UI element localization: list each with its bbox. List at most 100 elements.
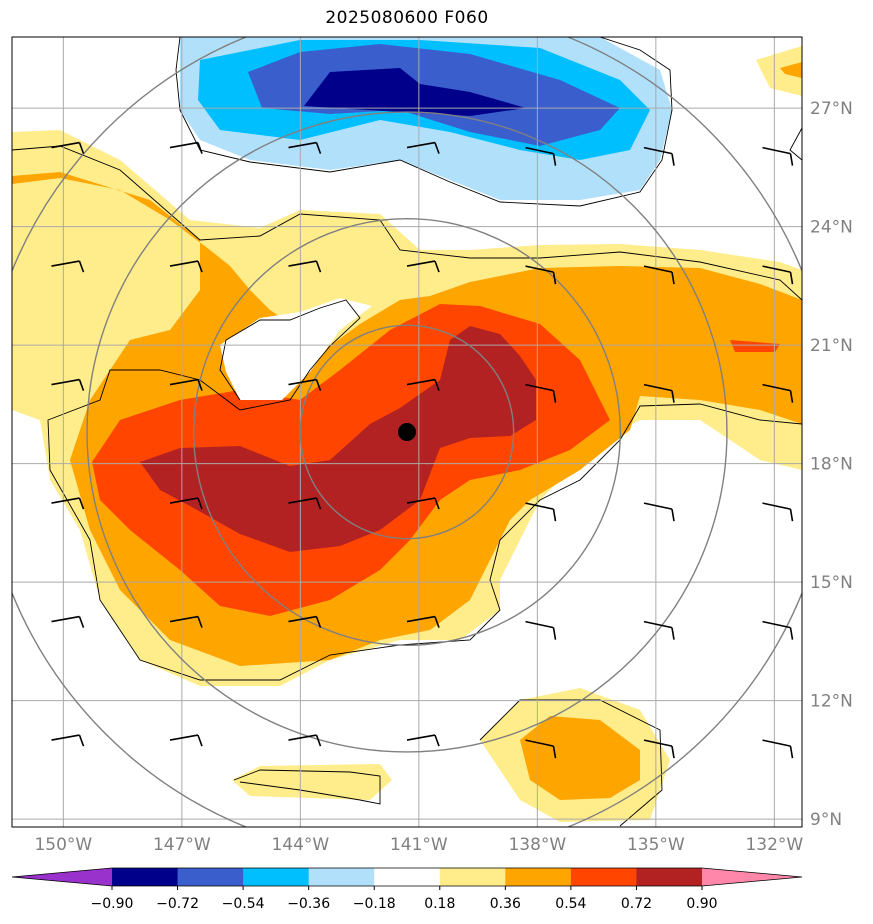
colorbar-tick-label: 0.90 — [686, 896, 717, 912]
map-frame — [11, 36, 803, 828]
colorbar-segment — [570, 868, 637, 886]
wind-barb — [762, 146, 794, 166]
shade-0.36-ne — [780, 62, 802, 78]
lon-tick-label: 147°W — [153, 835, 211, 855]
lat-tick-label: 21°N — [810, 336, 853, 356]
map-title: 2025080600 F060 — [325, 8, 489, 28]
shade-0.54-east — [730, 340, 780, 352]
lat-tick-label: 27°N — [810, 99, 853, 119]
colorbar-segment — [308, 868, 375, 886]
wind-barb — [525, 265, 557, 285]
colorbar-tick-label: 0.54 — [555, 896, 586, 912]
wind-barb — [762, 739, 794, 759]
wind-barb — [288, 141, 322, 154]
wind-barb — [288, 260, 322, 273]
colorbar-segment — [374, 868, 441, 886]
contour-line — [175, 37, 673, 207]
wind-barb — [51, 734, 85, 747]
wind-barb — [169, 141, 203, 154]
wind-barb — [406, 260, 440, 273]
wind-barb — [169, 378, 203, 391]
contour-line — [789, 127, 802, 161]
wind-barbs — [51, 141, 794, 759]
colorbar-tick-label: 0.18 — [424, 896, 455, 912]
colorbar-segment — [112, 868, 179, 886]
map-area — [12, 37, 802, 827]
colorbar-tick-label: −0.36 — [287, 896, 330, 912]
wind-barb — [525, 146, 557, 166]
lat-tick-label: 12°N — [810, 692, 853, 712]
storm-center-marker — [398, 423, 416, 441]
lon-tick-label: 135°W — [627, 835, 685, 855]
wind-barb — [169, 260, 203, 273]
contour-line — [479, 699, 663, 827]
colorbar-tick-label: −0.72 — [156, 896, 199, 912]
wind-barb — [643, 739, 675, 759]
shade-neg0.72 — [304, 68, 526, 116]
colorbar-segment — [636, 868, 703, 886]
lat-tick-label: 15°N — [810, 573, 853, 593]
wind-barb — [51, 615, 85, 628]
wind-barb — [406, 141, 440, 154]
lat-tick-label: 18°N — [810, 455, 853, 475]
contour-line — [47, 299, 802, 681]
wind-barb — [51, 141, 85, 154]
shade-gap — [220, 298, 372, 400]
wind-barb — [51, 497, 85, 510]
shade-0.18-southwest — [232, 764, 392, 800]
colorbar-extend-low — [12, 868, 112, 886]
colorbar: −0.90 −0.72 −0.54 −0.36 −0.18 0.18 0.36 0.54 0.7… — [11, 867, 803, 912]
colorbar-tick-label: 0.36 — [490, 896, 521, 912]
wind-barb — [762, 620, 794, 640]
lon-tick-label: 138°W — [508, 835, 566, 855]
lat-tick-label: 9°N — [810, 810, 842, 830]
wind-barb — [406, 497, 440, 510]
wind-barb — [762, 383, 794, 403]
shade-0.18-ne — [756, 46, 802, 96]
colorbar-tick-label: −0.18 — [353, 896, 396, 912]
lon-tick-label: 150°W — [34, 835, 92, 855]
range-rings — [12, 37, 802, 827]
colorbar-tick-label: −0.90 — [91, 896, 134, 912]
shade-0.36-south — [520, 716, 640, 800]
wind-barb — [51, 378, 85, 391]
wind-barb — [169, 497, 203, 510]
wind-barb — [288, 734, 322, 747]
wind-barb — [406, 734, 440, 747]
contour-line — [233, 769, 381, 805]
lon-tick-label: 141°W — [390, 835, 448, 855]
wind-barb — [525, 739, 557, 759]
graticule — [12, 37, 802, 827]
wind-barb — [762, 265, 794, 285]
wind-barb — [643, 502, 675, 522]
wind-barb — [525, 383, 557, 403]
wind-barb — [643, 265, 675, 285]
shade-0.72 — [140, 326, 536, 552]
range-ring — [299, 324, 515, 540]
lon-tick-label: 144°W — [271, 835, 329, 855]
wind-barb — [525, 620, 557, 640]
range-ring — [86, 111, 728, 753]
wind-barb — [762, 502, 794, 522]
lat-tick-label: 24°N — [810, 218, 853, 238]
wind-barb — [288, 497, 322, 510]
wind-barb — [406, 615, 440, 628]
contour-lines — [12, 37, 802, 827]
wind-barb — [406, 378, 440, 391]
wind-barb — [288, 378, 322, 391]
wind-barb — [525, 502, 557, 522]
lon-tick-label: 132°W — [745, 835, 803, 855]
wind-barb — [643, 146, 675, 166]
colorbar-extend-high — [702, 868, 802, 886]
colorbar-segment — [177, 868, 244, 886]
wind-barb — [169, 734, 203, 747]
wind-barb — [51, 260, 85, 273]
colorbar-tick-label: 0.72 — [621, 896, 652, 912]
wind-barb — [643, 620, 675, 640]
wind-barb — [643, 383, 675, 403]
colorbar-segment — [505, 868, 572, 886]
wind-barb — [288, 615, 322, 628]
colorbar-segment — [439, 868, 506, 886]
wind-barb — [169, 615, 203, 628]
